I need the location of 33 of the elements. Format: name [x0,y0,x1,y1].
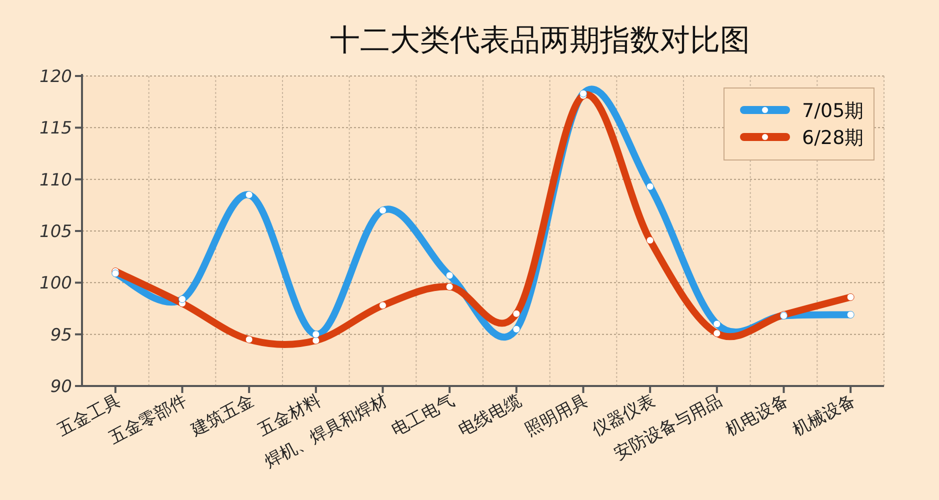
chart-title: 十二大类代表品两期指数对比图 [330,23,750,58]
point [846,293,854,301]
x-tick-label: 机电设备 [722,390,792,440]
y-tick-label: 115 [40,118,72,139]
point [245,336,253,344]
point [713,330,721,338]
y-tick-label: 110 [40,170,72,190]
legend-label: 6/28期 [802,127,864,149]
point [446,272,454,280]
point [312,330,320,338]
x-tick-label: 照明用具 [522,390,592,440]
point [446,283,454,291]
point [512,325,520,333]
point [846,310,854,318]
y-tick-label: 105 [40,222,72,242]
point [245,191,253,199]
point [379,206,386,214]
x-tick-label: 电工电气 [388,390,458,440]
y-tick-label: 90 [50,377,72,397]
x-tick-label: 电线电缆 [455,390,525,440]
point [312,336,320,344]
y-tick-label: 100 [40,274,72,294]
point [178,295,186,303]
y-tick-label: 95 [50,325,72,346]
point [713,320,721,328]
y-tick-label: 120 [40,67,72,87]
point [379,302,386,310]
point [512,310,520,318]
x-tick-label: 建筑五金 [187,390,258,441]
x-tick-label: 机械设备 [790,390,859,440]
point [646,236,654,244]
legend-label: 7/05期 [802,100,864,122]
point [646,182,654,190]
